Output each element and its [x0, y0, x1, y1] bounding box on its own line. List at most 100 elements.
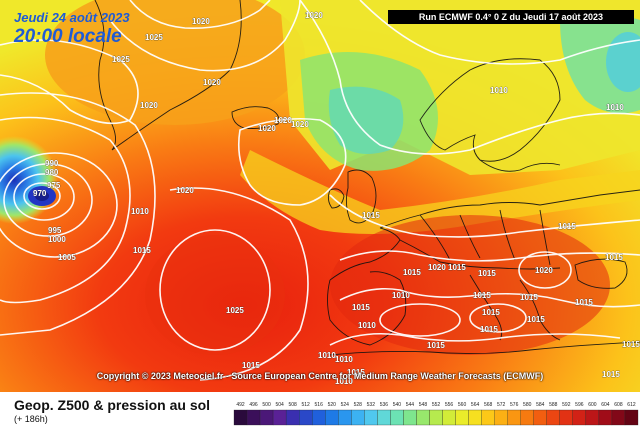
scale-tick-label: 508 — [288, 402, 297, 408]
scale-swatch — [233, 409, 248, 426]
scale-swatch — [546, 409, 560, 426]
scale-tick-label: 572 — [497, 402, 506, 408]
isobar-label: 1020 — [428, 263, 446, 272]
scale-tick-label: 584 — [536, 402, 545, 408]
isobar-label: 995 — [48, 226, 62, 235]
scale-tick-label: 580 — [523, 402, 532, 408]
isobar-label: 1015 — [480, 325, 498, 334]
scale-swatch — [312, 409, 326, 426]
scale-swatch — [559, 409, 573, 426]
scale-tick-label: 596 — [575, 402, 584, 408]
scale-swatch — [377, 409, 391, 426]
isobar-label: 1020 — [535, 266, 553, 275]
scale-tick-label: 564 — [471, 402, 480, 408]
copyright-notice: Copyright © 2023 Meteociel.fr - Source E… — [96, 371, 544, 381]
scale-swatch — [611, 409, 626, 426]
isobar-label: 1015 — [242, 361, 260, 370]
isobar-label: 1010 — [392, 291, 410, 300]
isobar-label: 1010 — [358, 321, 376, 330]
scale-swatch — [246, 409, 261, 426]
scale-tick-label: 612 — [627, 402, 636, 408]
isobar-labels: 1020 1020 1025 1025 1020 1020 1020 1020 … — [33, 11, 640, 387]
scale-swatch — [494, 409, 508, 426]
scale-tick-label: 496 — [249, 402, 258, 408]
isobar-label: 1015 — [347, 368, 365, 377]
legend-title: Geop. Z500 & pression au sol — [14, 397, 211, 413]
scale-swatch — [624, 409, 639, 426]
scale-swatch — [585, 409, 600, 426]
isobar-label: 1015 — [482, 308, 500, 317]
scale-swatch — [468, 409, 482, 426]
scale-tick-label: 492 — [236, 402, 245, 408]
legend-subtitle: (+ 186h) — [14, 414, 48, 424]
scale-swatch — [455, 409, 469, 426]
scale-tick-label: 608 — [614, 402, 623, 408]
isobar-label: 1015 — [520, 293, 538, 302]
isobar-label: 1020 — [258, 124, 276, 133]
scale-swatch — [338, 409, 352, 426]
scale-swatch — [442, 409, 456, 426]
scale-swatch — [299, 409, 313, 426]
geopotential-map: 1020 1020 1025 1025 1020 1020 1020 1020 … — [0, 0, 640, 392]
scale-swatch — [416, 409, 430, 426]
scale-swatch — [481, 409, 495, 426]
isobar-label: 1015 — [478, 269, 496, 278]
scale-swatch — [272, 409, 287, 426]
isobar-label: 1010 — [318, 351, 336, 360]
isobar-label: 1010 — [490, 86, 508, 95]
isobar-label: 1020 — [140, 101, 158, 110]
isobar-label: 1020 — [176, 186, 194, 195]
isobar-label: 980 — [45, 168, 59, 177]
isobar-label: 970 — [33, 189, 47, 198]
forecast-time: 20:00 locale — [14, 26, 122, 47]
scale-tick-label: 548 — [419, 402, 428, 408]
isobar-label: 1005 — [58, 253, 76, 262]
forecast-date: Jeudi 24 août 2023 — [14, 10, 130, 25]
isobar-label: 1015 — [605, 253, 623, 262]
scale-tick-label: 604 — [601, 402, 610, 408]
isobar-label: 1015 — [558, 222, 576, 231]
isobar-label: 1015 — [602, 370, 620, 379]
isobar-label: 1015 — [575, 298, 593, 307]
scale-swatch — [325, 409, 339, 426]
isobar-label: 1015 — [427, 341, 445, 350]
scale-swatch — [259, 409, 274, 426]
scale-tick-label: 512 — [302, 402, 311, 408]
scale-swatch — [533, 409, 547, 426]
scale-tick-label: 524 — [341, 402, 350, 408]
scale-tick-label: 592 — [562, 402, 571, 408]
scale-tick-label: 516 — [315, 402, 324, 408]
isobar-label: 1015 — [362, 211, 380, 220]
scale-tick-label: 520 — [328, 402, 337, 408]
scale-tick-label: 600 — [588, 402, 597, 408]
isobar-label: 1000 — [48, 235, 66, 244]
isobar-label: 1010 — [335, 377, 353, 386]
scale-tick-label: 504 — [275, 402, 284, 408]
isobar-label: 1015 — [133, 246, 151, 255]
isobar-label: 975 — [47, 181, 61, 190]
isobar-label: 1015 — [448, 263, 466, 272]
scale-tick-label: 532 — [367, 402, 376, 408]
isobar-label: 1020 — [192, 17, 210, 26]
isobar-label: 1015 — [352, 303, 370, 312]
scale-swatch — [364, 409, 378, 426]
scale-tick-label: 552 — [432, 402, 441, 408]
isobar-label: 1015 — [473, 291, 491, 300]
scale-tick-label: 556 — [445, 402, 454, 408]
coastlines — [94, 0, 640, 356]
isobar-label: 1015 — [622, 340, 640, 349]
isobar-label: 1015 — [403, 268, 421, 277]
isobar-label: 1015 — [527, 315, 545, 324]
isobars — [0, 0, 640, 380]
scale-swatch — [598, 409, 613, 426]
isobar-label: 1020 — [291, 120, 309, 129]
scale-tick-label: 528 — [354, 402, 363, 408]
model-run-label: Run ECMWF 0.4° 0 Z du Jeudi 17 août 2023 — [388, 10, 634, 24]
scale-tick-label: 544 — [406, 402, 415, 408]
scale-swatch — [429, 409, 443, 426]
scale-swatch — [351, 409, 365, 426]
scale-swatch — [572, 409, 587, 426]
scale-tick-label: 540 — [393, 402, 402, 408]
isobar-label: 1025 — [112, 55, 130, 64]
scale-tick-label: 560 — [458, 402, 467, 408]
